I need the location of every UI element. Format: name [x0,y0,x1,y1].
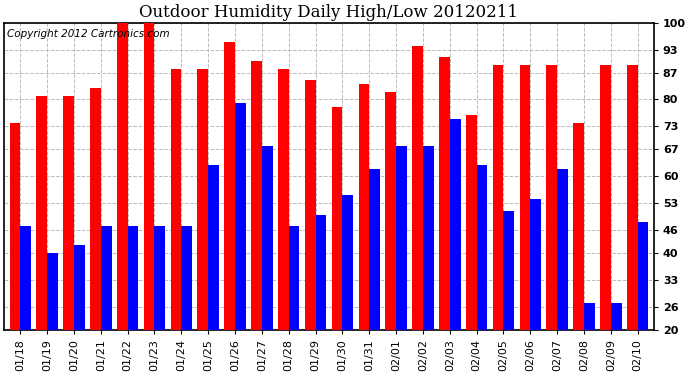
Bar [315,214,326,375]
Bar [600,65,611,375]
Bar [627,65,638,375]
Bar [305,80,315,375]
Bar [10,123,20,375]
Bar [359,84,369,375]
Bar [208,165,219,375]
Bar [47,253,58,375]
Bar [396,146,407,375]
Bar [181,226,192,375]
Bar [117,23,128,375]
Bar [638,222,649,375]
Bar [584,303,595,375]
Bar [155,226,165,375]
Bar [262,146,273,375]
Bar [546,65,557,375]
Bar [531,199,541,375]
Bar [74,245,85,375]
Bar [224,42,235,375]
Bar [332,107,342,375]
Bar [90,88,101,375]
Bar [450,118,460,375]
Text: Copyright 2012 Cartronics.com: Copyright 2012 Cartronics.com [8,29,170,39]
Bar [37,96,47,375]
Bar [466,115,477,375]
Bar [385,92,396,375]
Bar [197,69,208,375]
Bar [63,96,74,375]
Bar [235,104,246,375]
Bar [101,226,112,375]
Bar [412,46,423,375]
Bar [288,226,299,375]
Bar [251,61,262,375]
Bar [369,169,380,375]
Bar [439,57,450,375]
Title: Outdoor Humidity Daily High/Low 20120211: Outdoor Humidity Daily High/Low 20120211 [139,4,518,21]
Bar [342,195,353,375]
Bar [493,65,504,375]
Bar [128,226,139,375]
Bar [170,69,181,375]
Bar [573,123,584,375]
Bar [278,69,288,375]
Bar [611,303,622,375]
Bar [423,146,434,375]
Bar [557,169,568,375]
Bar [144,23,155,375]
Bar [20,226,31,375]
Bar [520,65,531,375]
Bar [504,211,514,375]
Bar [477,165,487,375]
